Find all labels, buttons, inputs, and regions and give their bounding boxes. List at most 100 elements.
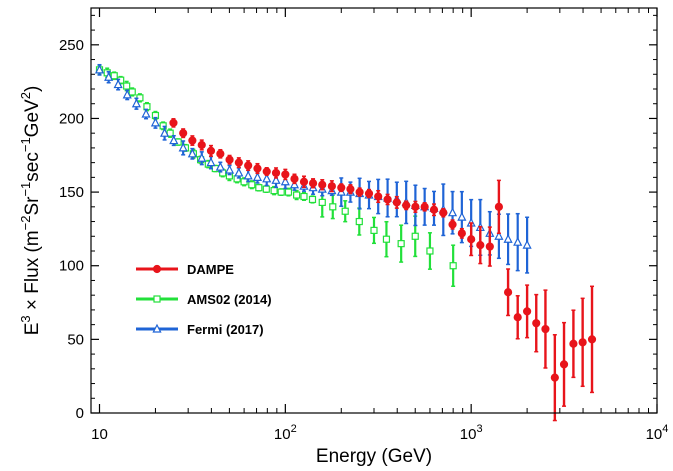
data-point (318, 180, 327, 189)
y-axis-title: E3 × Flux (m−2Sr−1sec−1GeV2) (18, 86, 43, 336)
legend-item-ams02: AMS02 (2014) (136, 292, 272, 307)
data-point (308, 179, 318, 188)
y-tick-label: 150 (59, 184, 84, 201)
data-point (476, 241, 485, 250)
legend-marker (152, 264, 162, 274)
data-point (503, 233, 513, 243)
data-point (141, 108, 151, 118)
data-point (160, 127, 170, 137)
data-point (94, 64, 105, 74)
legend-marker (152, 323, 162, 333)
data-point (467, 235, 476, 244)
data-point (513, 236, 523, 246)
data-point (578, 338, 587, 347)
data-point (284, 188, 293, 196)
y-tick-label: 200 (59, 110, 84, 127)
data-point (289, 179, 300, 189)
legend-marker-shape (152, 264, 162, 274)
series-0 (169, 118, 597, 422)
data-point (150, 117, 161, 127)
data-point (255, 184, 263, 192)
data-point (383, 195, 392, 204)
data-point (300, 192, 308, 201)
data-point (420, 202, 429, 211)
data-point (457, 211, 467, 221)
data-point (447, 207, 458, 217)
data-point (270, 187, 278, 195)
data-point (364, 189, 374, 198)
data-point (244, 161, 253, 170)
data-point (550, 373, 559, 382)
data-point (188, 136, 197, 145)
data-point (355, 187, 364, 197)
data-point (262, 167, 271, 176)
legend: DAMPE AMS02 (2014) Fermi (2017) (136, 262, 272, 337)
data-point (248, 181, 256, 189)
data-point (113, 79, 123, 89)
data-point (262, 173, 272, 183)
data-point (411, 202, 420, 211)
data-point (169, 135, 179, 145)
data-point (587, 335, 597, 344)
y-tick-label: 50 (67, 331, 84, 348)
data-point (494, 202, 503, 211)
data-point (308, 195, 317, 204)
data-point (225, 155, 234, 164)
x-tick-label: 104 (646, 423, 669, 443)
data-point (290, 174, 299, 183)
x-tick-label: 103 (460, 423, 483, 443)
y-tick-label: 0 (76, 405, 84, 422)
data-point (346, 185, 355, 194)
data-point (485, 242, 494, 251)
data-point (104, 71, 114, 81)
data-point (271, 168, 281, 178)
data-point (262, 185, 270, 193)
series-2 (94, 63, 532, 274)
data-point (449, 262, 457, 270)
legend-marker-shape (153, 295, 161, 303)
data-point (206, 157, 216, 167)
data-point (457, 229, 466, 238)
data-point (426, 247, 434, 255)
y-tick-label: 100 (59, 258, 84, 275)
legend-marker-shape (152, 323, 162, 333)
data-point (318, 198, 326, 206)
legend-label-ams02: AMS02 (2014) (187, 292, 272, 307)
data-point (411, 232, 419, 240)
legend-label-dampe: DAMPE (187, 262, 234, 277)
data-point (532, 319, 541, 328)
data-point (169, 118, 178, 127)
data-point (179, 129, 188, 138)
data-point (569, 339, 578, 348)
data-point (234, 158, 243, 167)
data-point (503, 288, 513, 297)
data-point (327, 182, 336, 191)
data-point (253, 164, 262, 173)
data-point (402, 201, 411, 210)
data-point (337, 183, 346, 192)
data-point (216, 149, 225, 158)
data-point (392, 198, 401, 207)
data-point (355, 217, 363, 226)
data-point (522, 239, 532, 249)
data-point (397, 240, 405, 248)
data-point (215, 161, 225, 171)
data-point (197, 140, 206, 150)
data-point (541, 324, 550, 334)
data-point (277, 188, 285, 196)
data-point (429, 205, 439, 214)
data-point (187, 148, 197, 158)
legend-item-dampe: DAMPE (136, 262, 234, 277)
data-point (513, 313, 522, 322)
data-point (110, 72, 118, 80)
series-1 (95, 64, 457, 288)
data-point (197, 152, 207, 162)
data-point (329, 203, 337, 211)
data-point (122, 89, 132, 99)
data-point (243, 170, 253, 180)
data-point (382, 235, 391, 243)
data-point (559, 360, 569, 369)
x-tick-label: 10 (91, 426, 108, 443)
